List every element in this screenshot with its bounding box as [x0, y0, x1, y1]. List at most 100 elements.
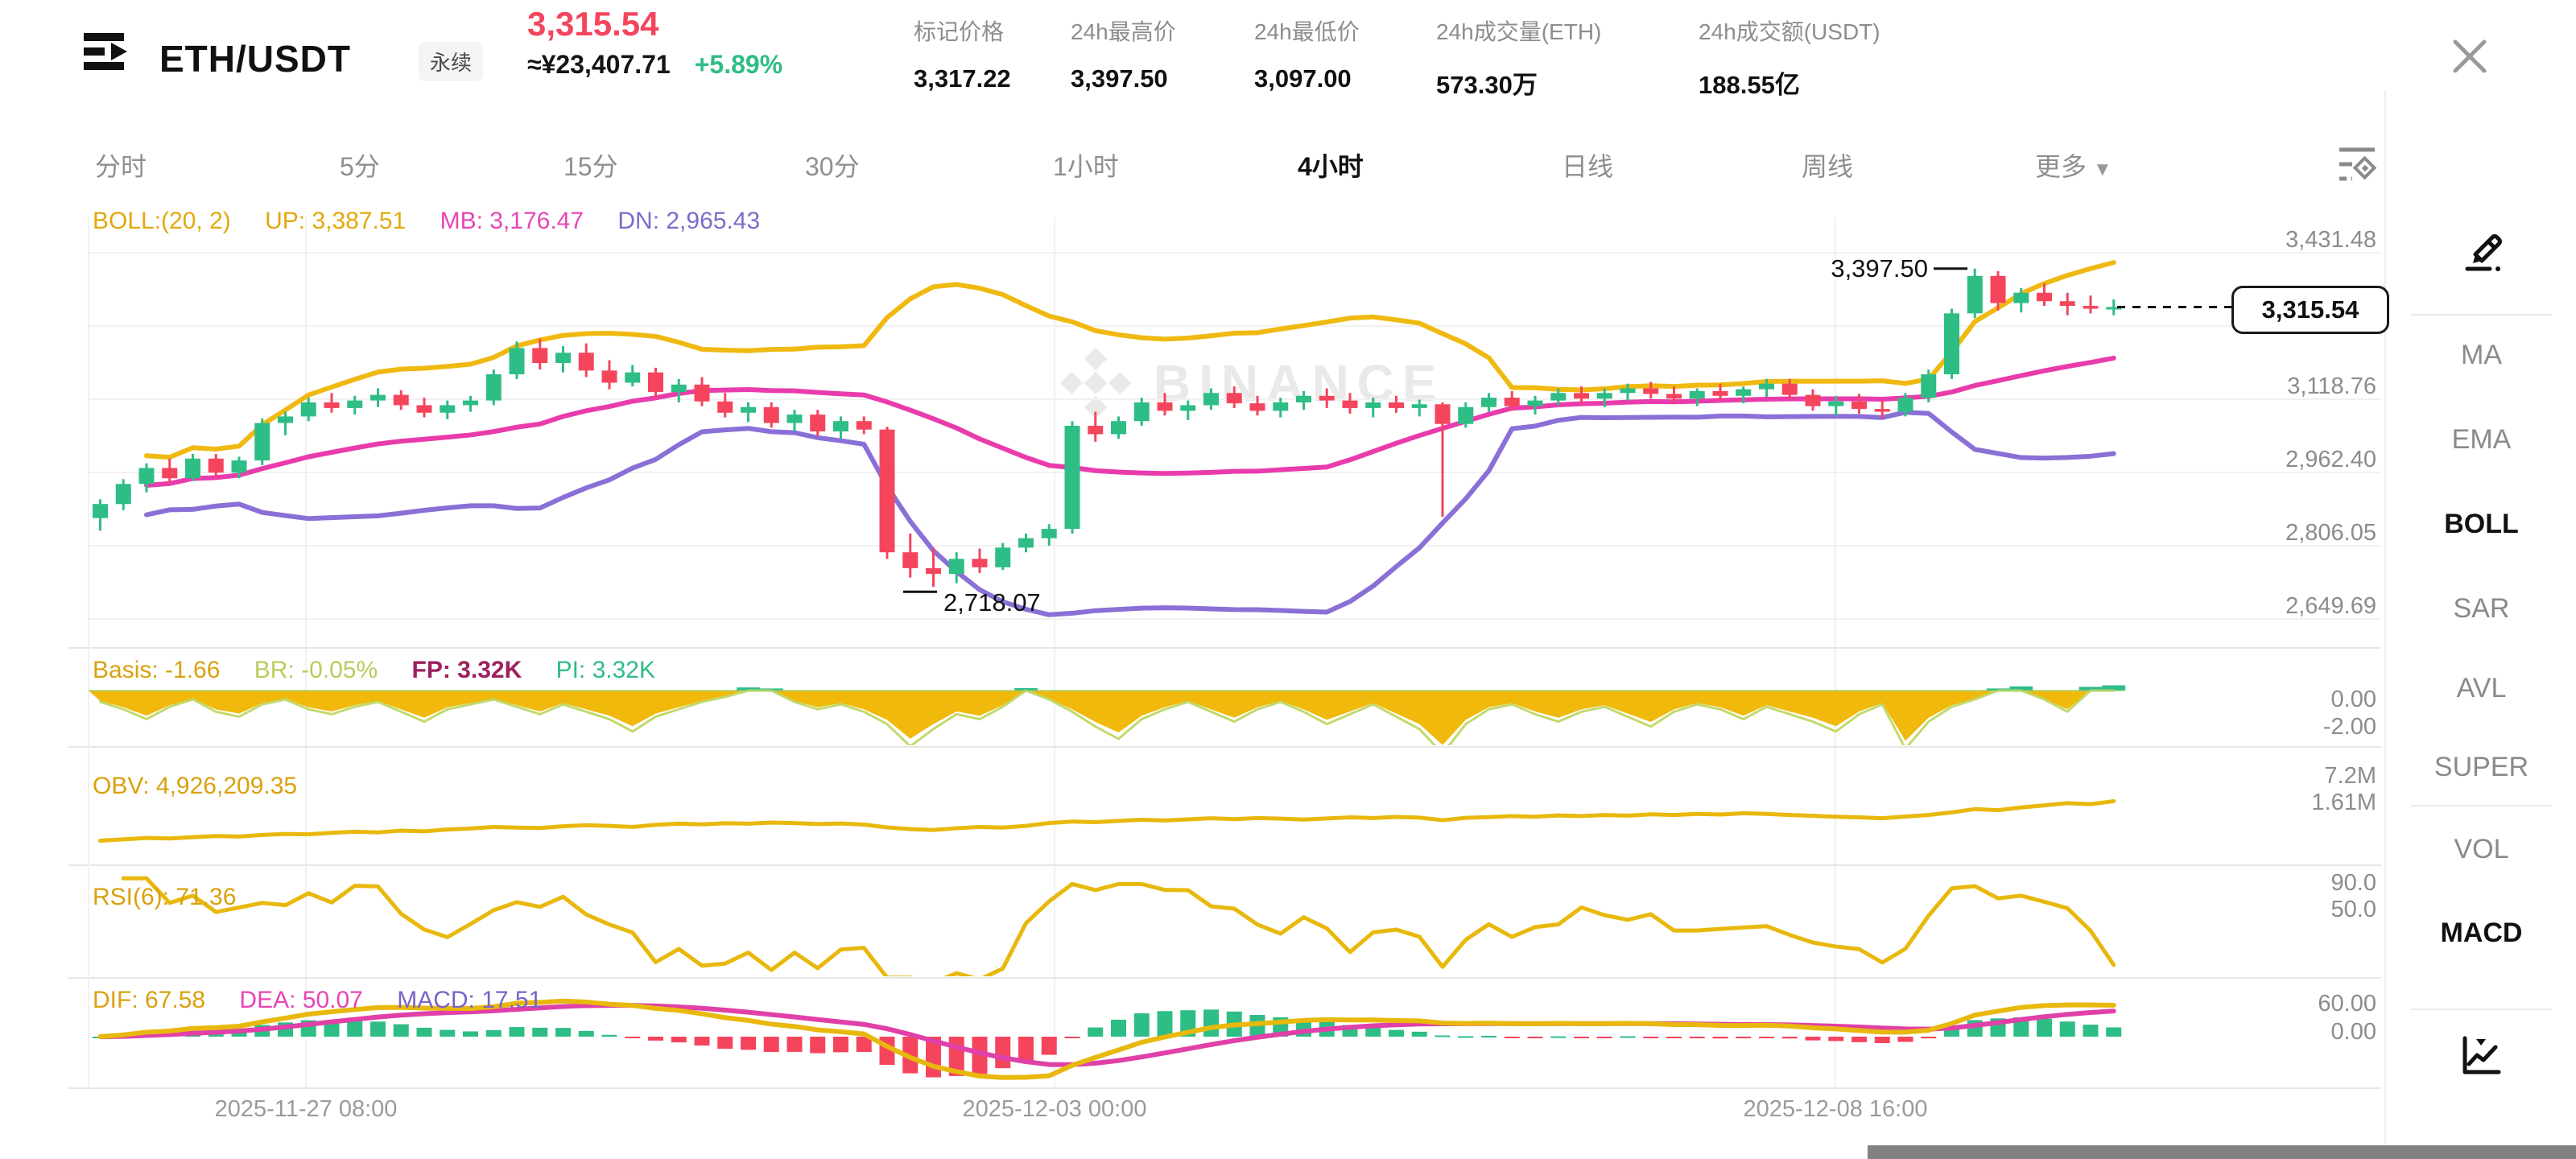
candle — [416, 405, 432, 413]
candle — [763, 406, 779, 423]
candle — [1133, 402, 1150, 422]
candle — [1389, 402, 1404, 408]
candle — [786, 415, 803, 423]
rsi-axis-label: 50.0 — [2330, 897, 2376, 922]
candle — [2013, 292, 2029, 303]
tab-more-dropdown[interactable]: 更多 ▼ — [2035, 152, 2112, 181]
candle — [833, 421, 848, 432]
candle — [138, 468, 155, 485]
candle — [393, 394, 409, 406]
tab-interval-1小时[interactable]: 1小时 — [1053, 152, 1119, 181]
market-switch-icon[interactable] — [80, 27, 130, 80]
candle — [1411, 404, 1427, 408]
candle — [1736, 389, 1752, 396]
sidebar-item-boll[interactable]: BOLL — [2444, 509, 2519, 539]
candle — [1712, 390, 1728, 396]
sidebar-item-macd[interactable]: MACD — [2440, 918, 2523, 948]
boll-lower-line — [144, 410, 2116, 617]
close-icon[interactable] — [2447, 34, 2492, 83]
rsi-value-row: RSI(6): 71.36 — [93, 884, 237, 910]
indicator-settings-icon[interactable] — [2333, 142, 2381, 194]
candle — [1828, 401, 1844, 406]
chart-style-icon[interactable] — [2457, 1033, 2504, 1084]
tab-interval-15分[interactable]: 15分 — [564, 152, 618, 181]
dif-line — [97, 998, 2116, 1080]
candle — [1921, 374, 1937, 398]
candle — [2037, 292, 2052, 302]
candle — [1805, 394, 1821, 406]
candle — [1203, 393, 1219, 406]
candle — [648, 372, 663, 393]
candle — [509, 348, 525, 375]
sidebar-divider — [2411, 1008, 2552, 1010]
sidebar-item-vol[interactable]: VOL — [2454, 834, 2509, 864]
basis-value: Basis: -1.66 — [93, 657, 221, 683]
candle — [856, 421, 872, 430]
fiat-price: ≈¥23,407.71 — [527, 50, 671, 79]
sidebar-item-ma[interactable]: MA — [2461, 340, 2502, 370]
boll-mb-value: MB: 3,176.47 — [440, 208, 584, 234]
price-axis-label: 2,962.40 — [2285, 447, 2376, 472]
obv-value-row: OBV: 4,926,209.35 — [93, 773, 298, 799]
contract-type-badge: 永续 — [419, 42, 484, 81]
basis-panel — [89, 685, 2126, 745]
horizontal-scrollbar[interactable] — [1868, 1145, 2576, 1159]
sidebar-item-sar[interactable]: SAR — [2453, 593, 2510, 624]
tab-interval-日线[interactable]: 日线 — [1562, 152, 1614, 181]
dif-value: DIF: 67.58 — [93, 987, 206, 1013]
tab-interval-30分[interactable]: 30分 — [805, 152, 860, 181]
candle — [1249, 403, 1265, 411]
candle — [254, 423, 270, 461]
candle — [2106, 307, 2122, 310]
current-price-tag: 3,315.54 — [2231, 286, 2389, 334]
candle — [1111, 421, 1126, 435]
candle — [485, 374, 502, 401]
x-axis-label-3: 2025-12-08 16:00 — [1743, 1096, 1928, 1122]
candle — [1180, 405, 1196, 411]
tab-interval-分时[interactable]: 分时 — [95, 152, 147, 181]
candle — [1596, 393, 1612, 399]
candle — [1643, 388, 1659, 394]
basis-values-row: Basis: -1.66 BR: -0.05% FP: 3.32K PI: 3.… — [93, 657, 683, 684]
candle — [1550, 393, 1567, 401]
stat-24h-turnover: 24h成交额(USDT) 188.55亿 — [1699, 19, 1880, 99]
candle — [1527, 400, 1543, 406]
boll-up-value: UP: 3,387.51 — [265, 208, 407, 234]
candle — [185, 458, 200, 479]
candle — [1944, 313, 1959, 375]
candle — [1574, 393, 1589, 399]
candle — [902, 552, 919, 568]
candle — [1620, 388, 1636, 394]
candle — [115, 484, 131, 505]
candles — [93, 268, 2122, 588]
candle — [694, 384, 710, 402]
candle — [1967, 275, 1983, 314]
sidebar-item-ema[interactable]: EMA — [2451, 424, 2512, 455]
sidebar-item-super[interactable]: SUPER — [2434, 752, 2529, 782]
candle — [1759, 383, 1774, 390]
boll-values-row: BOLL:(20, 2) UP: 3,387.51 MB: 3,176.47 D… — [93, 208, 787, 235]
macd-axis-label: 0.00 — [2330, 1019, 2376, 1045]
tab-interval-5分[interactable]: 5分 — [340, 152, 380, 181]
candle — [1458, 406, 1474, 424]
candle — [1342, 400, 1358, 408]
basis-axis-label: 0.00 — [2330, 687, 2376, 712]
price-axis-label: 3,431.48 — [2285, 227, 2376, 253]
candle — [578, 353, 594, 371]
candle — [1504, 398, 1520, 406]
sidebar-border — [2384, 90, 2386, 1159]
chevron-down-icon: ▼ — [2093, 159, 2112, 180]
tab-interval-周线[interactable]: 周线 — [1802, 152, 1854, 181]
stat-24h-volume: 24h成交量(ETH) 573.30万 — [1436, 19, 1602, 99]
candle — [208, 458, 224, 473]
price-axis-label: 3,118.76 — [2287, 373, 2376, 399]
rsi-panel — [121, 876, 2116, 976]
tab-interval-4小时[interactable]: 4小时 — [1298, 152, 1364, 181]
obv-axis-label: 1.61M — [2311, 790, 2376, 815]
obv-axis-label: 7.2M — [2324, 763, 2376, 789]
sidebar-divider — [2411, 805, 2552, 806]
candle — [93, 504, 108, 518]
sidebar-item-avl[interactable]: AVL — [2456, 673, 2507, 703]
draw-pencil-icon[interactable] — [2459, 227, 2506, 278]
